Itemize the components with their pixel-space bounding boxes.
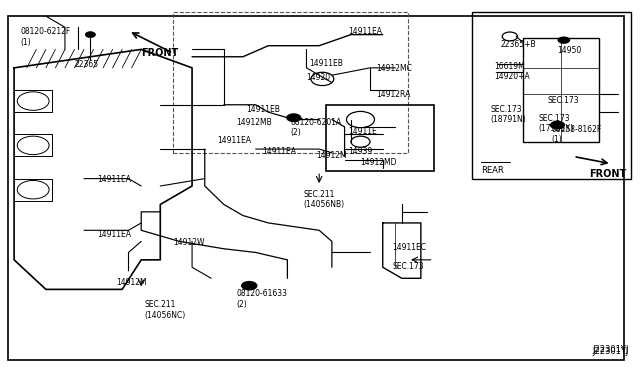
Bar <box>472 13 630 179</box>
Text: 14911EA: 14911EA <box>262 147 296 156</box>
Text: 14939: 14939 <box>348 147 372 156</box>
Text: 08120-6212F
(1): 08120-6212F (1) <box>20 27 70 46</box>
Text: REAR: REAR <box>481 166 504 175</box>
Text: 14920+A: 14920+A <box>494 71 530 81</box>
Text: J22301YJ: J22301YJ <box>593 345 629 354</box>
Text: 14950: 14950 <box>557 46 582 55</box>
Text: FRONT: FRONT <box>141 48 179 58</box>
Bar <box>173 13 408 153</box>
Text: 14911EB: 14911EB <box>246 105 280 114</box>
Text: 14911EA: 14911EA <box>97 230 131 239</box>
Text: 14920: 14920 <box>307 73 331 82</box>
Text: J22301YJ: J22301YJ <box>593 347 629 356</box>
Text: 14911EA: 14911EA <box>348 27 382 36</box>
Text: 14911EB: 14911EB <box>310 59 344 68</box>
Circle shape <box>286 113 301 122</box>
Text: SEC.211
(14056NB): SEC.211 (14056NB) <box>303 190 344 209</box>
Text: 14912M: 14912M <box>316 151 347 160</box>
Text: SEC.173
(18791N): SEC.173 (18791N) <box>491 105 527 124</box>
Text: 14912W: 14912W <box>173 238 205 247</box>
Text: 14912M: 14912M <box>116 278 147 287</box>
Circle shape <box>241 281 257 291</box>
Text: 08158-8162F
(1): 08158-8162F (1) <box>551 125 602 144</box>
Bar <box>522 38 599 142</box>
Text: SEC.173: SEC.173 <box>548 96 580 105</box>
Text: 16619M: 16619M <box>494 62 525 71</box>
Text: SEC.173: SEC.173 <box>392 262 424 271</box>
Text: 22365: 22365 <box>74 61 99 70</box>
Text: 14911EC: 14911EC <box>392 243 426 252</box>
Text: SEC.211
(14056NC): SEC.211 (14056NC) <box>145 301 186 320</box>
Text: 14912MC: 14912MC <box>376 64 412 73</box>
Text: 08120-61633
(2): 08120-61633 (2) <box>237 289 287 309</box>
Text: SEC.173
(17335X): SEC.173 (17335X) <box>538 114 574 134</box>
Text: 14912MD: 14912MD <box>360 158 397 167</box>
Text: 08120-6201A
(2): 08120-6201A (2) <box>291 118 342 137</box>
Circle shape <box>85 32 95 38</box>
Circle shape <box>550 121 565 129</box>
Text: FRONT: FRONT <box>589 169 627 179</box>
Circle shape <box>557 36 570 44</box>
Text: 14911EA: 14911EA <box>218 136 252 145</box>
Text: 22365+B: 22365+B <box>500 40 536 49</box>
Text: 14911E: 14911E <box>348 127 376 136</box>
Bar <box>326 105 433 171</box>
Text: 14912MB: 14912MB <box>237 118 272 127</box>
Text: 14911EA: 14911EA <box>97 175 131 184</box>
Text: 14912RA: 14912RA <box>376 90 411 99</box>
